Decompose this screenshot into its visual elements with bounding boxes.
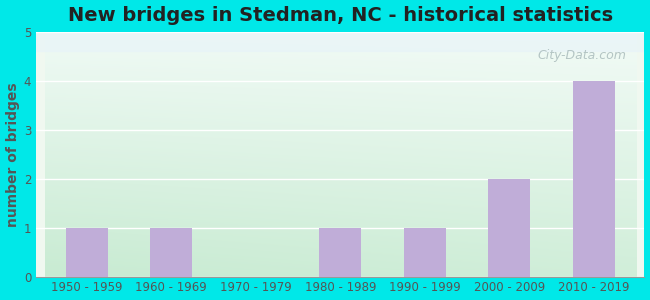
Bar [404, 228, 446, 277]
Title: New bridges in Stedman, NC - historical statistics: New bridges in Stedman, NC - historical … [68, 6, 613, 25]
Bar [319, 228, 361, 277]
Y-axis label: number of bridges: number of bridges [6, 82, 20, 227]
Bar [66, 228, 108, 277]
Bar [573, 81, 615, 277]
Bar [488, 179, 530, 277]
Bar [36, 29, 644, 51]
Bar [150, 228, 192, 277]
Text: City-Data.com: City-Data.com [538, 49, 626, 62]
